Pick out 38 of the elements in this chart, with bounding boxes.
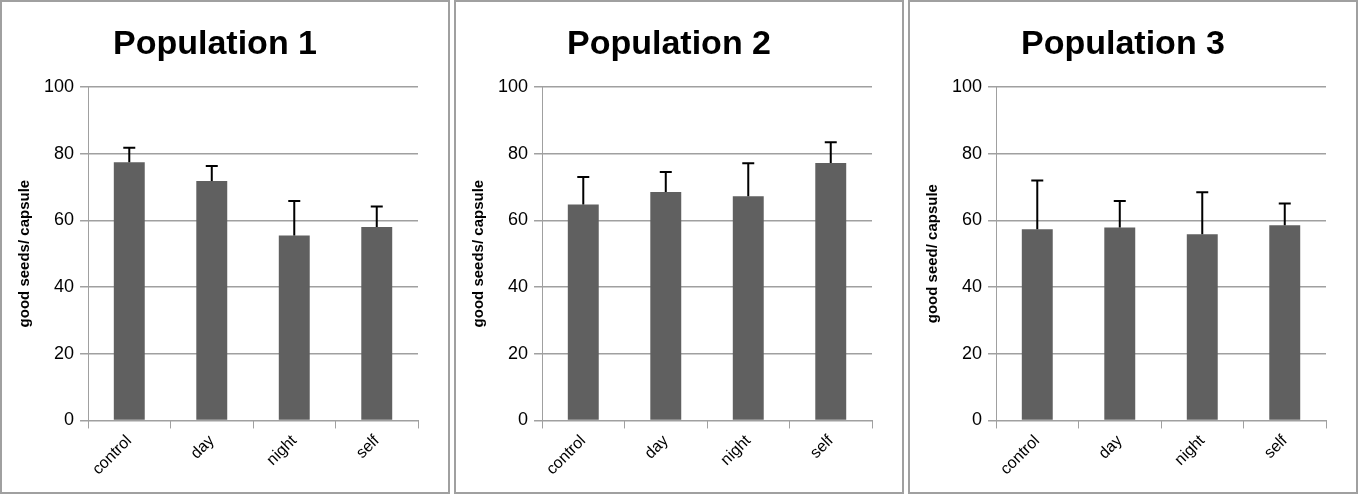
bar xyxy=(732,196,764,420)
x-tick-label: self xyxy=(1260,431,1291,462)
y-tick-label: 100 xyxy=(43,75,75,96)
y-tick-label: 40 xyxy=(54,275,75,296)
y-tick-label: 60 xyxy=(962,209,983,230)
y-axis-title: good seed/ capsule xyxy=(923,184,941,324)
y-axis-title: good seeds/ capsule xyxy=(469,179,487,328)
bar xyxy=(567,204,599,420)
y-tick-label: 0 xyxy=(518,409,529,430)
bar xyxy=(113,162,145,420)
y-tick-label: 80 xyxy=(962,142,983,163)
bar xyxy=(815,162,847,420)
x-tick-label: day xyxy=(186,431,218,462)
y-tick-label: 40 xyxy=(962,275,983,296)
y-tick-label: 100 xyxy=(497,75,529,96)
y-tick-label: 0 xyxy=(64,409,75,430)
x-tick-label: day xyxy=(640,431,672,462)
y-tick-label: 80 xyxy=(508,142,529,163)
y-tick-label: 80 xyxy=(54,142,75,163)
bar xyxy=(650,191,682,420)
chart-title: Population 3 xyxy=(1021,22,1225,61)
x-tick-label: self xyxy=(806,431,837,462)
y-tick-label: 100 xyxy=(951,75,983,96)
bar xyxy=(361,226,393,420)
bar xyxy=(278,235,310,420)
y-tick-label: 20 xyxy=(962,342,983,363)
chart-title: Population 2 xyxy=(567,22,771,61)
y-tick-label: 60 xyxy=(54,209,75,230)
y-tick-label: 20 xyxy=(54,342,75,363)
y-axis-title: good seeds/ capsule xyxy=(15,179,33,328)
bar xyxy=(196,180,228,420)
y-tick-label: 0 xyxy=(972,409,983,430)
x-tick-label: day xyxy=(1094,431,1126,462)
y-tick-label: 60 xyxy=(508,209,529,230)
chart-title: Population 1 xyxy=(113,22,317,61)
x-tick-label: self xyxy=(352,431,383,462)
y-tick-label: 20 xyxy=(508,342,529,363)
y-tick-label: 40 xyxy=(508,275,529,296)
